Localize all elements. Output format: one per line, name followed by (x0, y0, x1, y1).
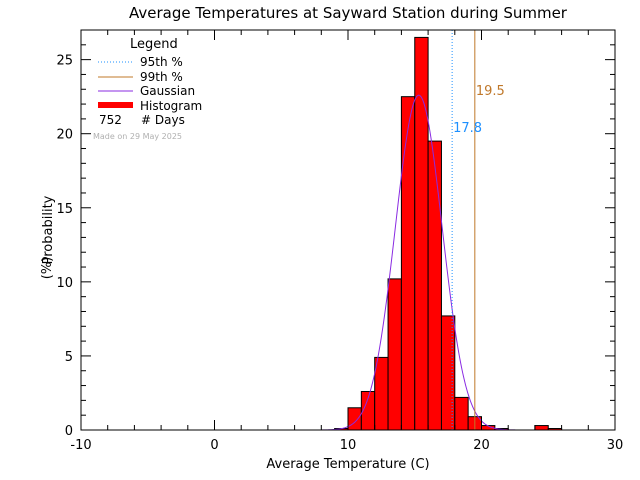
legend-label-p99: 99th % (140, 70, 183, 84)
p95-label: 17.8 (453, 121, 482, 136)
made-on-note: Made on 29 May 2025 (93, 132, 182, 141)
histogram-bar-8 (440, 315, 456, 431)
y-axis-label: Probability (41, 195, 56, 264)
histogram-bar-9 (454, 396, 469, 431)
legend-title: Legend (130, 37, 178, 52)
y-tick-label: 0 (65, 424, 73, 439)
y-tick-label: 15 (56, 202, 73, 217)
histogram-bar-3 (374, 356, 389, 431)
y-tick-label: 5 (65, 350, 73, 365)
legend-label-p95: 95th % (140, 55, 183, 69)
legend-days-count: 752 (99, 113, 122, 127)
x-axis-label: Average Temperature (C) (266, 457, 429, 472)
y-axis-label-unit: (%) (40, 257, 55, 280)
histogram-bar-13 (534, 425, 549, 431)
y-tick-label: 20 (56, 128, 73, 143)
p99-label: 19.5 (476, 84, 505, 99)
legend: Legend 95th % 99th % Gaussian Histogram … (93, 37, 202, 141)
y-axis-label-line1: Probability (41, 195, 56, 264)
x-tick-label: 0 (210, 438, 218, 453)
y-axis-label-line2: (%) (40, 257, 55, 280)
histogram-bars (334, 36, 563, 431)
histogram-bar-4 (387, 278, 402, 431)
histogram-bar-5 (400, 96, 416, 431)
legend-label-gaussian: Gaussian (140, 84, 195, 98)
legend-label-histogram: Histogram (140, 99, 202, 113)
gaussian-curve (81, 94, 615, 431)
chart-title: Average Temperatures at Sayward Station … (129, 4, 568, 22)
x-tick-label: -10 (70, 438, 91, 453)
legend-days-label: # Days (141, 113, 185, 127)
histogram-bar-7 (427, 140, 442, 431)
y-tick-label: 10 (56, 276, 73, 291)
x-tick-label: 10 (340, 438, 357, 453)
y-tick-label: 25 (56, 54, 73, 69)
x-tick-label: 20 (473, 438, 490, 453)
x-tick-label: 30 (607, 438, 624, 453)
histogram-bar-1 (347, 407, 362, 431)
